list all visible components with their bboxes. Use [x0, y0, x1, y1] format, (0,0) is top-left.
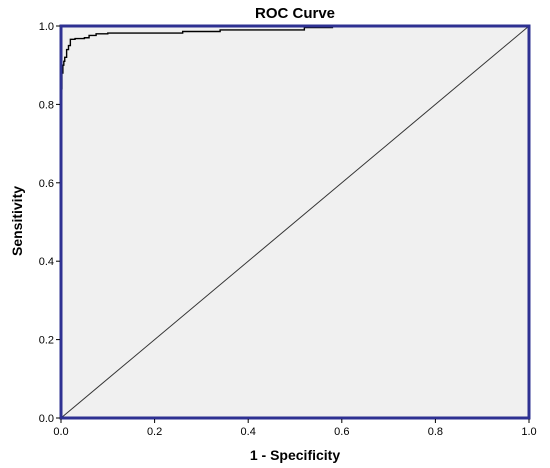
x-axis-label: 1 - Specificity: [250, 447, 340, 463]
x-axis: 0.0 0.2 0.4 0.6 0.8 1.0: [53, 419, 537, 438]
reference-line-group: [60, 25, 530, 419]
x-tick-label: 0.6: [334, 426, 349, 438]
chart-title: ROC Curve: [255, 5, 335, 22]
y-axis: 0.0 0.2 0.4 0.6 0.8 1.0: [39, 21, 60, 425]
roc-curve-line: [60, 25, 529, 418]
roc-curve-group: [60, 25, 529, 418]
reference-line: [60, 25, 530, 419]
x-tick-label: 0.0: [53, 426, 68, 438]
x-tick-label: 0.8: [428, 426, 443, 438]
plot-frame: [59, 24, 531, 420]
x-tick-label: 0.2: [147, 426, 162, 438]
y-tick-label: 0.2: [39, 335, 54, 347]
x-tick-label: 0.4: [241, 426, 256, 438]
y-tick-label: 0.8: [39, 99, 54, 111]
y-axis-label: Sensitivity: [9, 186, 25, 256]
y-tick-label: 0.6: [39, 178, 54, 190]
y-tick-label: 0.4: [39, 256, 54, 268]
y-tick-label: 1.0: [39, 21, 54, 33]
y-tick-label: 0.0: [39, 413, 54, 425]
x-tick-label: 1.0: [521, 426, 536, 438]
